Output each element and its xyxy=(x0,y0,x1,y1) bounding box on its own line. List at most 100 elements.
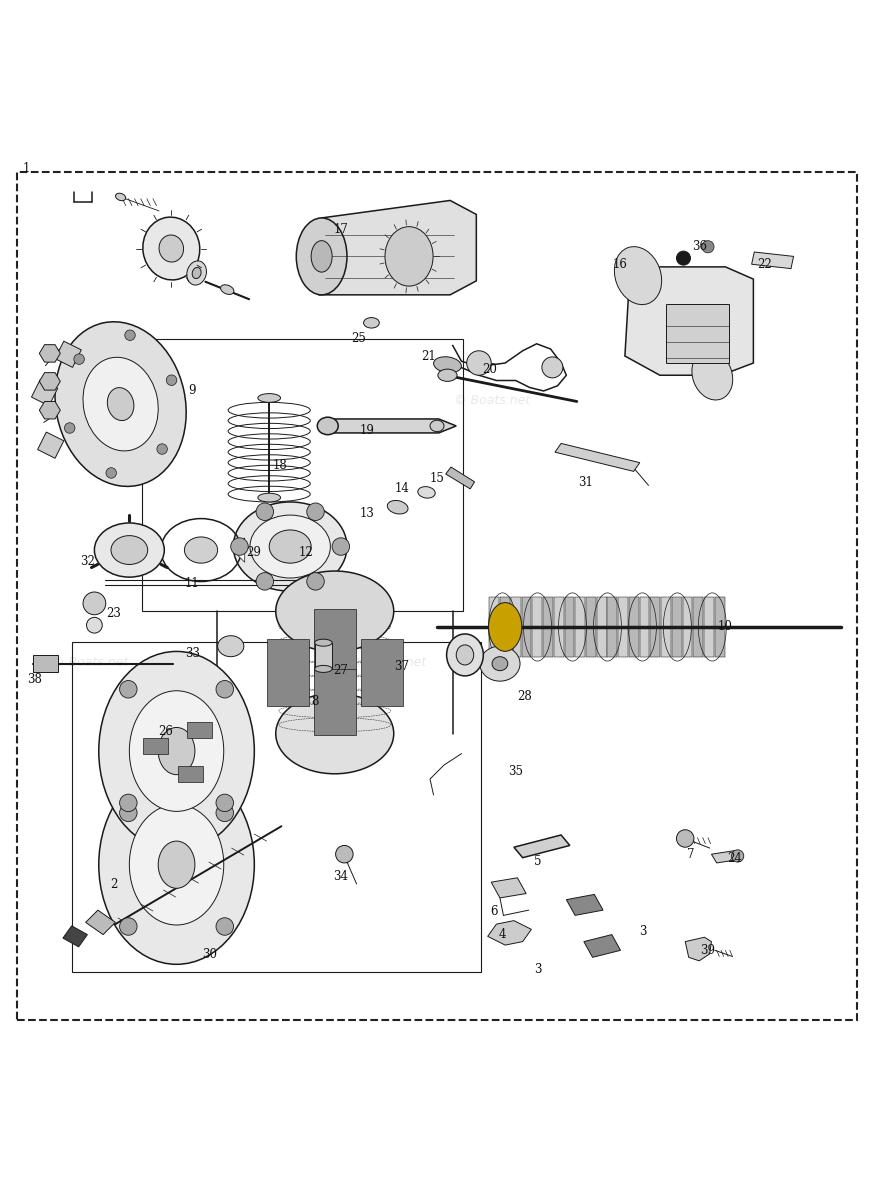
Polygon shape xyxy=(511,597,521,657)
Ellipse shape xyxy=(430,420,444,432)
Circle shape xyxy=(65,423,75,433)
Circle shape xyxy=(702,240,714,253)
Ellipse shape xyxy=(99,651,254,850)
Ellipse shape xyxy=(108,387,134,420)
Text: 16: 16 xyxy=(613,258,628,271)
Polygon shape xyxy=(566,894,603,915)
Circle shape xyxy=(120,794,137,811)
Polygon shape xyxy=(143,738,168,754)
Circle shape xyxy=(120,681,137,699)
Polygon shape xyxy=(238,538,245,562)
Circle shape xyxy=(83,592,106,614)
Text: 4: 4 xyxy=(499,928,506,941)
Circle shape xyxy=(125,330,135,341)
Text: 13: 13 xyxy=(359,507,375,520)
Ellipse shape xyxy=(129,804,224,925)
Circle shape xyxy=(732,850,744,862)
Circle shape xyxy=(216,681,233,699)
Polygon shape xyxy=(446,466,475,489)
Text: 25: 25 xyxy=(350,332,366,345)
Polygon shape xyxy=(625,266,753,375)
Text: 38: 38 xyxy=(27,673,43,686)
Ellipse shape xyxy=(158,841,195,888)
Polygon shape xyxy=(715,597,725,657)
Text: 24: 24 xyxy=(726,852,742,866)
Ellipse shape xyxy=(218,636,244,657)
Polygon shape xyxy=(314,610,356,676)
Polygon shape xyxy=(554,597,564,657)
Circle shape xyxy=(216,794,233,811)
Circle shape xyxy=(332,538,350,555)
Text: 3: 3 xyxy=(639,925,646,938)
Ellipse shape xyxy=(296,218,347,295)
Circle shape xyxy=(256,503,274,521)
Polygon shape xyxy=(685,938,711,961)
Text: Boats.net: Boats.net xyxy=(87,394,147,407)
Ellipse shape xyxy=(447,633,483,676)
Ellipse shape xyxy=(220,285,234,295)
Text: 14: 14 xyxy=(394,482,410,495)
Polygon shape xyxy=(39,345,60,362)
Ellipse shape xyxy=(99,765,254,964)
Text: 39: 39 xyxy=(700,944,716,957)
Text: 23: 23 xyxy=(106,607,121,620)
Ellipse shape xyxy=(192,268,201,278)
Text: 3: 3 xyxy=(534,963,541,976)
Ellipse shape xyxy=(142,217,200,279)
Ellipse shape xyxy=(387,501,408,514)
Circle shape xyxy=(676,830,694,848)
Ellipse shape xyxy=(158,727,195,774)
Polygon shape xyxy=(328,419,456,433)
Polygon shape xyxy=(38,432,64,458)
Ellipse shape xyxy=(438,369,457,381)
Polygon shape xyxy=(314,669,356,735)
Text: 20: 20 xyxy=(482,362,497,375)
Polygon shape xyxy=(500,597,510,657)
Text: 28: 28 xyxy=(517,690,531,703)
Circle shape xyxy=(256,573,274,590)
Ellipse shape xyxy=(187,260,206,285)
Ellipse shape xyxy=(159,234,184,262)
Polygon shape xyxy=(267,639,309,706)
Polygon shape xyxy=(39,373,60,390)
Ellipse shape xyxy=(233,502,347,591)
Ellipse shape xyxy=(111,535,148,565)
Bar xyxy=(666,303,729,363)
Polygon shape xyxy=(187,722,212,738)
Polygon shape xyxy=(597,597,607,657)
Text: 9: 9 xyxy=(189,385,196,398)
Text: © Boats.net: © Boats.net xyxy=(350,656,426,669)
Text: 2: 2 xyxy=(110,879,117,892)
Ellipse shape xyxy=(258,393,281,403)
Polygon shape xyxy=(39,401,60,419)
Polygon shape xyxy=(522,597,531,657)
Polygon shape xyxy=(704,597,714,657)
Ellipse shape xyxy=(315,665,332,673)
Text: 32: 32 xyxy=(80,555,95,568)
Text: 27: 27 xyxy=(333,664,349,677)
Text: 29: 29 xyxy=(246,546,261,559)
Polygon shape xyxy=(315,643,332,669)
Circle shape xyxy=(216,804,233,822)
Ellipse shape xyxy=(480,646,520,681)
Bar xyxy=(142,339,463,611)
Polygon shape xyxy=(618,597,628,657)
Polygon shape xyxy=(586,597,596,657)
Polygon shape xyxy=(683,597,692,657)
Text: 21: 21 xyxy=(421,349,435,362)
Polygon shape xyxy=(575,597,585,657)
Polygon shape xyxy=(319,200,476,295)
Ellipse shape xyxy=(434,356,461,373)
Ellipse shape xyxy=(692,350,732,400)
Polygon shape xyxy=(489,597,499,657)
Bar xyxy=(72,642,481,972)
Ellipse shape xyxy=(258,494,281,502)
Ellipse shape xyxy=(315,639,332,646)
Ellipse shape xyxy=(317,417,338,435)
Ellipse shape xyxy=(129,690,224,811)
Polygon shape xyxy=(543,597,553,657)
Ellipse shape xyxy=(276,571,393,651)
Circle shape xyxy=(542,356,563,378)
Polygon shape xyxy=(650,597,660,657)
Circle shape xyxy=(676,251,690,265)
